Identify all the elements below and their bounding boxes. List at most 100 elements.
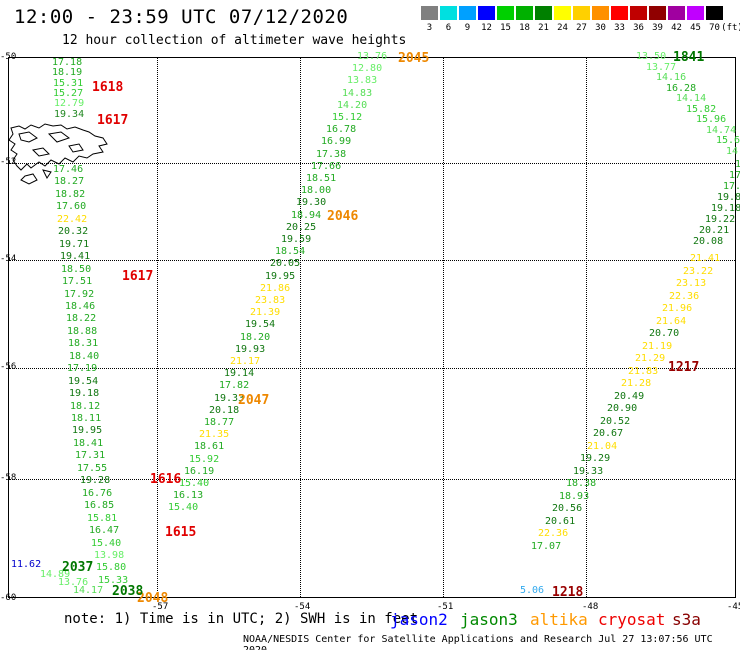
wave-height-value: 18.50 — [61, 264, 92, 275]
wave-height-value: 19.18 — [711, 203, 740, 214]
wave-height-value: 18.40 — [69, 351, 100, 362]
wave-height-value: 20.05 — [270, 258, 301, 269]
wave-height-value: 21.86 — [260, 283, 291, 294]
wave-height-value: 20.25 — [286, 222, 317, 233]
credit-line: NOAA/NESDIS Center for Satellite Applica… — [243, 634, 713, 650]
satellite-jason3: jason3 — [460, 610, 518, 629]
wave-height-value: 21.35 — [199, 429, 230, 440]
legend-label: 21 — [538, 23, 549, 33]
legend-swatch — [687, 6, 704, 20]
satellite-altika: altika — [530, 610, 588, 629]
longitude-label: -45 — [727, 602, 740, 612]
wave-height-value: 17.46 — [53, 164, 84, 175]
wave-height-value: 15.40 — [168, 502, 199, 513]
wave-height-value: 17.60 — [56, 201, 87, 212]
legend-label: 12 — [481, 23, 492, 33]
legend-label: 6 — [445, 23, 452, 33]
wave-height-value: 20.90 — [607, 403, 638, 414]
legend-swatch — [497, 6, 514, 20]
wave-height-value: 16.28 — [666, 83, 697, 94]
grid-line-vertical — [443, 58, 444, 597]
wave-height-value: 18.54 — [275, 246, 306, 257]
wave-height-value: 19.33 — [573, 466, 604, 477]
pass-time: 1616 — [150, 472, 182, 487]
wave-height-value: 13.76 — [357, 51, 388, 62]
wave-height-value: 15.27 — [53, 88, 84, 99]
wave-height-value: 17.51 — [62, 276, 93, 287]
wave-height-value: 19.54 — [68, 376, 99, 387]
grid-line-vertical — [157, 58, 158, 597]
wave-height-value: 18.20 — [240, 332, 271, 343]
wave-height-value: 15.81 — [87, 513, 118, 524]
wave-height-value: 17.38 — [316, 149, 347, 160]
wave-height-value: 15.62 — [716, 135, 740, 146]
wave-height-value: 18.88 — [67, 326, 98, 337]
wave-height-value: 20.61 — [545, 516, 576, 527]
grid-line-vertical — [300, 58, 301, 597]
wave-height-value: 18.82 — [55, 189, 86, 200]
wave-height-value: 15.82 — [686, 104, 717, 115]
wave-height-value: 14.83 — [342, 88, 373, 99]
pass-time: 2048 — [137, 591, 169, 606]
legend-label: 3 — [426, 23, 433, 33]
wave-height-value: 17.18 — [52, 57, 83, 68]
legend-swatch — [611, 6, 628, 20]
wave-height-value: 19.95 — [265, 271, 296, 282]
longitude-label: -51 — [437, 602, 454, 612]
pass-time: 1617 — [97, 113, 129, 128]
latitude-label: -60 — [0, 593, 17, 603]
wave-height-value: 15.12 — [332, 112, 363, 123]
wave-height-value: 17. — [729, 170, 740, 181]
legend-label: 30 — [595, 23, 606, 33]
wave-height-value: 15.92 — [189, 454, 220, 465]
wave-height-value: 23.83 — [255, 295, 286, 306]
wave-height-value: 13.83 — [347, 75, 378, 86]
pass-time: 1617 — [122, 269, 154, 284]
grid-line-horizontal — [9, 368, 735, 369]
wave-height-value: 21.29 — [635, 353, 666, 364]
wave-height-value: 17.9 — [723, 181, 740, 192]
plot-area — [8, 57, 736, 598]
pass-time: 2046 — [327, 209, 359, 224]
legend-swatch — [668, 6, 685, 20]
wave-height-value: 18.41 — [73, 438, 104, 449]
pass-time: 2038 — [112, 584, 144, 599]
wave-height-value: 22.36 — [538, 528, 569, 539]
wave-height-value: 19.14 — [224, 368, 255, 379]
wave-height-value: 14.16 — [656, 72, 687, 83]
wave-height-value: 18.46 — [65, 301, 96, 312]
legend-swatch — [459, 6, 476, 20]
wave-height-value: 16.78 — [326, 124, 357, 135]
legend-label: 27 — [576, 23, 587, 33]
grid-line-horizontal — [9, 260, 735, 261]
wave-height-value: 11.62 — [11, 559, 42, 570]
wave-height-value: 16.13 — [173, 490, 204, 501]
latitude-label: -58 — [0, 473, 17, 483]
wave-height-value: 20.52 — [600, 416, 631, 427]
wave-height-value: 20.70 — [649, 328, 680, 339]
wave-height-value: 14.17 — [73, 585, 104, 596]
legend-swatch — [535, 6, 552, 20]
wave-height-value: 19.28 — [80, 475, 111, 486]
wave-height-value: 14.14 — [676, 93, 707, 104]
wave-height-value: 14.89 — [40, 569, 71, 580]
legend-label: 24 — [557, 23, 568, 33]
map-subtitle: 12 hour collection of altimeter wave hei… — [62, 33, 407, 48]
wave-height-value: 15.40 — [179, 478, 210, 489]
pass-time: 1217 — [668, 360, 700, 375]
wave-height-value: 16.47 — [89, 525, 120, 536]
legend-swatch — [440, 6, 457, 20]
legend-label: 45 — [690, 23, 701, 33]
wave-height-value: 14.20 — [337, 100, 368, 111]
wave-height-value: 17.82 — [219, 380, 250, 391]
wave-height-value: 17.66 — [311, 161, 342, 172]
legend-swatch — [592, 6, 609, 20]
wave-height-value: 17.07 — [531, 541, 562, 552]
legend-swatch — [516, 6, 533, 20]
wave-height-value: 19.30 — [296, 197, 327, 208]
wave-height-value: 18.00 — [301, 185, 332, 196]
wave-height-value: 19.71 — [59, 239, 90, 250]
wave-height-value: 21.28 — [621, 378, 652, 389]
legend-label: 42 — [671, 23, 682, 33]
